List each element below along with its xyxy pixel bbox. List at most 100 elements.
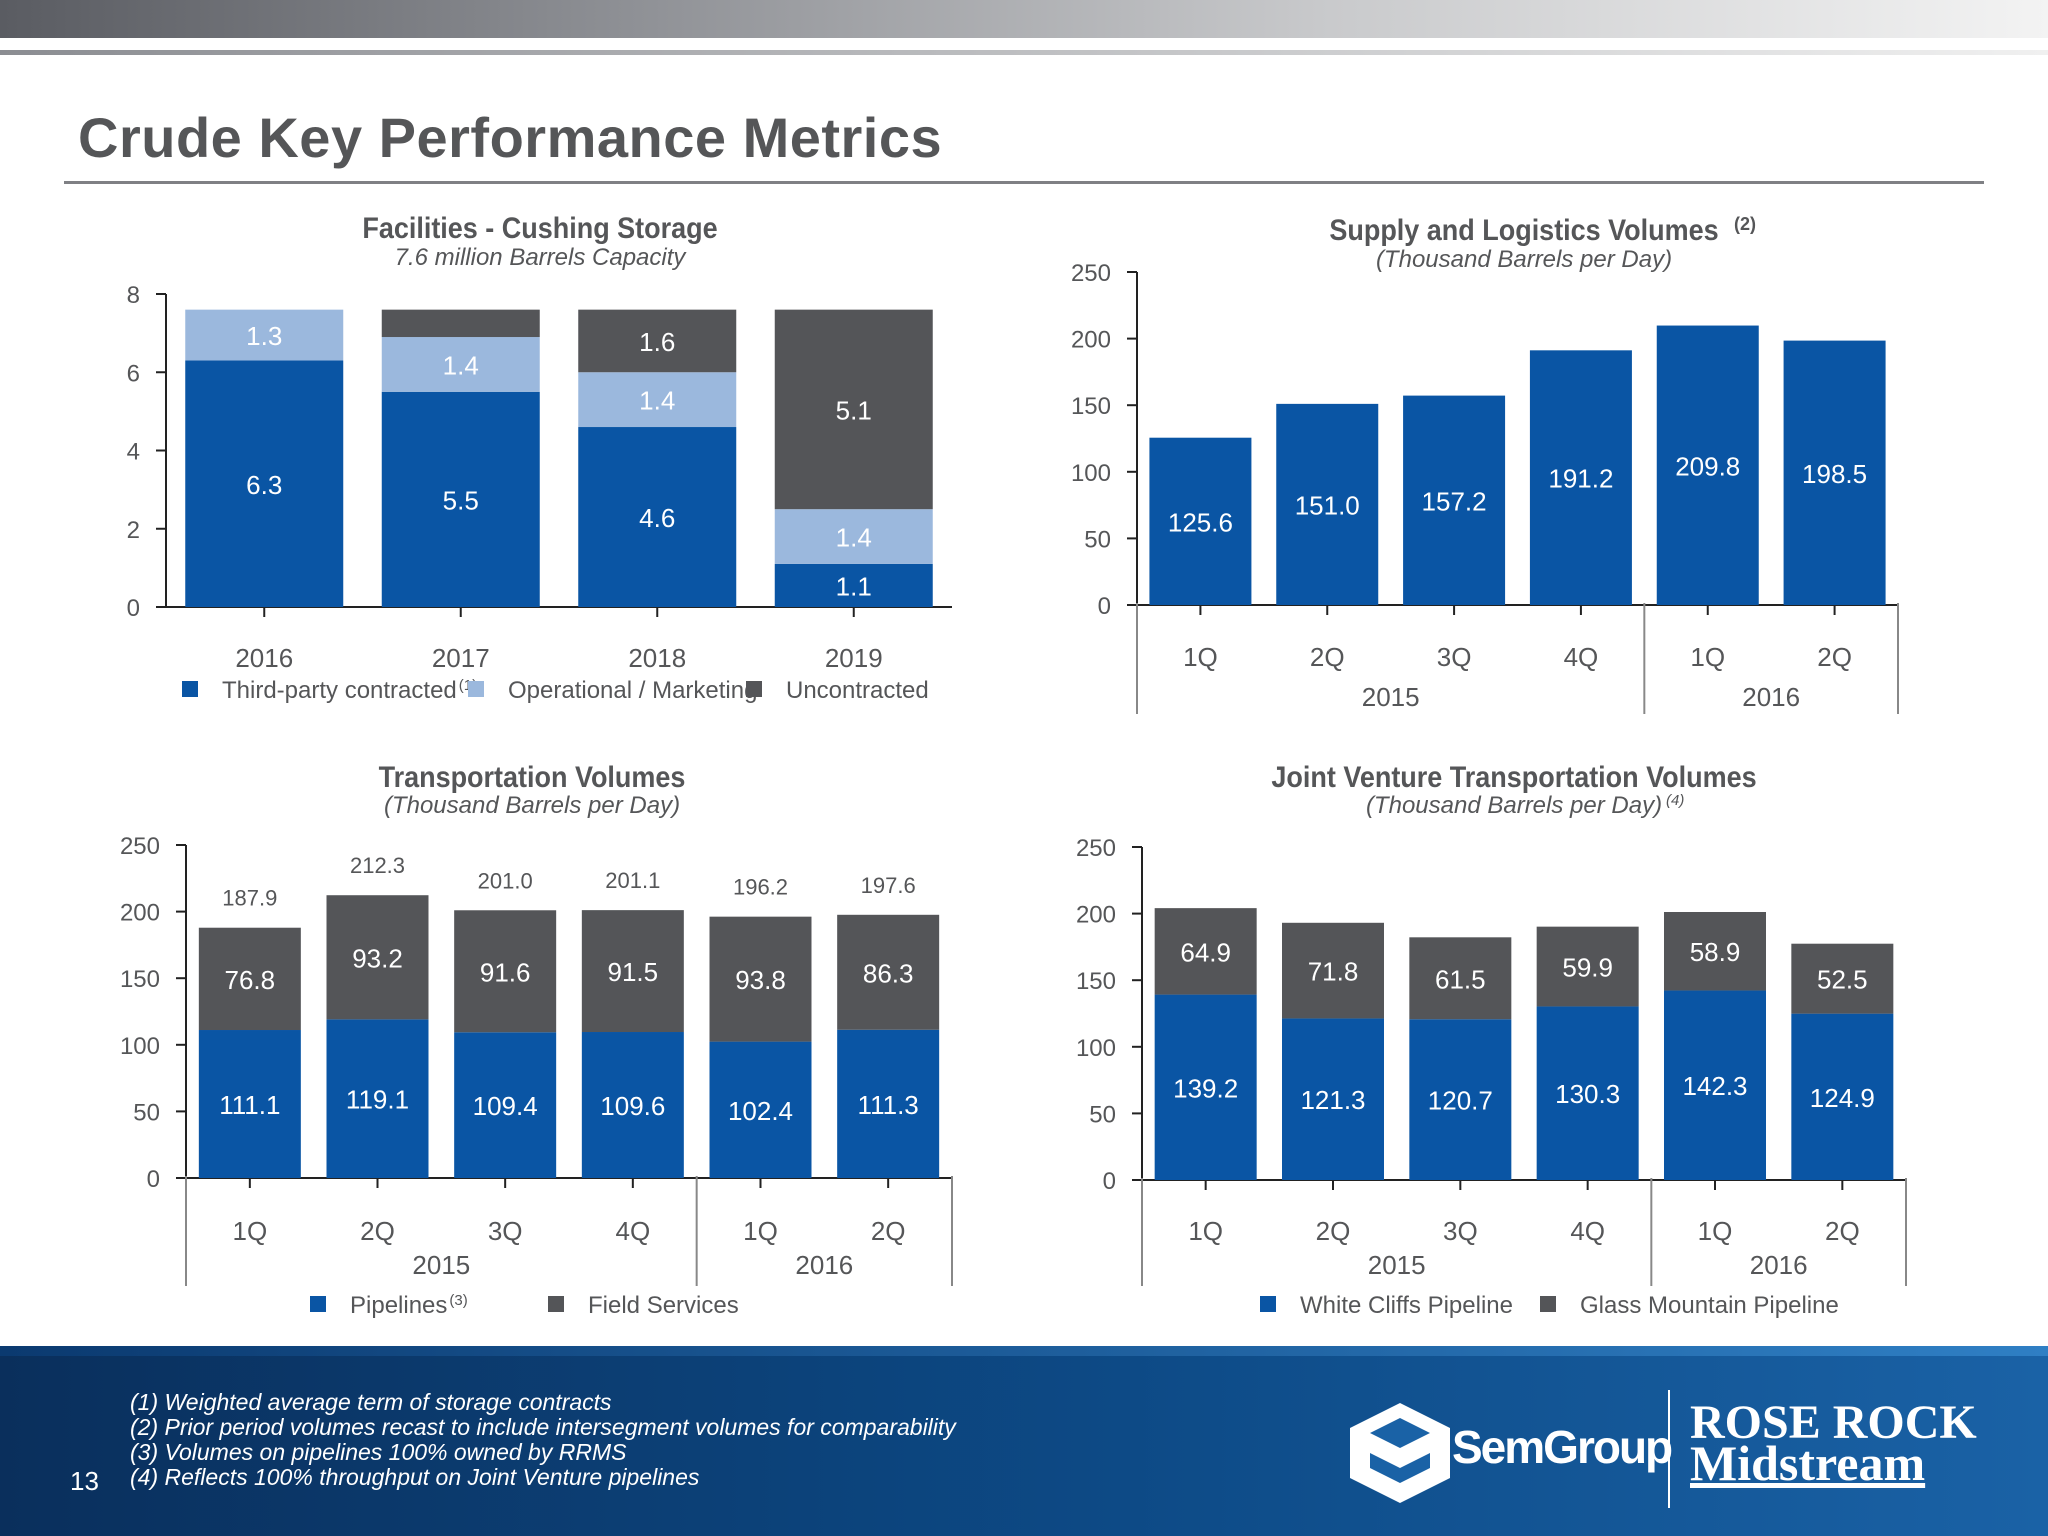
jv-data-label: 58.9 <box>1690 937 1741 967</box>
jv-y-tick-label: 200 <box>1076 902 1116 929</box>
cushing-y-tick-label: 8 <box>127 282 140 309</box>
transport-chart-subtitle: (Thousand Barrels per Day) <box>384 792 680 819</box>
rose-rock-logo-line2: Midstream <box>1690 1435 1926 1491</box>
logo-divider <box>1668 1390 1670 1508</box>
transport-bar-field-services <box>326 895 429 1020</box>
supply-x-tick-label: 2Q <box>1310 642 1345 672</box>
jv-data-label: 121.3 <box>1300 1085 1365 1115</box>
cushing-bar-third-party-contracted <box>185 360 344 607</box>
transport-data-label: 109.6 <box>600 1091 665 1121</box>
transport-x-tick-label: 4Q <box>615 1216 650 1246</box>
transport-data-label: 93.2 <box>352 943 403 973</box>
cushing-chart-subtitle: 7.6 million Barrels Capacity <box>395 244 688 271</box>
cushing-x-tick-label: 2017 <box>432 643 490 673</box>
transport-data-label: 91.6 <box>480 957 531 987</box>
cushing-y-tick-label: 0 <box>127 595 140 622</box>
transport-bar-pipelines <box>198 1030 301 1178</box>
supply-group-label: 2016 <box>1742 682 1800 712</box>
footnote-2: (2) Prior period volumes recast to inclu… <box>130 1414 956 1440</box>
transport-bar-field-services <box>454 910 557 1033</box>
jv-y-tick-label: 50 <box>1089 1101 1116 1128</box>
jv-y-tick-label: 150 <box>1076 968 1116 995</box>
jv-bar-white-cliffs-pipeline <box>1282 1018 1384 1180</box>
jv-bar-glass-mountain-pipeline <box>1791 943 1894 1014</box>
jv-bar-white-cliffs-pipeline <box>1791 1013 1894 1180</box>
jv-subtitle-footnote-ref: (4) <box>1666 792 1684 809</box>
cushing-legend-swatch <box>182 681 198 697</box>
transport-total-label: 201.1 <box>605 868 660 893</box>
cushing-legend-label: Uncontracted <box>786 677 929 704</box>
jv-group-label: 2016 <box>1750 1250 1808 1280</box>
jv-bar-white-cliffs-pipeline <box>1154 994 1257 1180</box>
supply-x-tick-label: 4Q <box>1564 642 1599 672</box>
transport-data-label: 76.8 <box>225 965 276 995</box>
jv-y-tick-label: 250 <box>1076 835 1116 862</box>
jv-data-label: 120.7 <box>1428 1086 1493 1116</box>
jv-data-label: 142.3 <box>1682 1071 1747 1101</box>
cushing-bar-third-party-contracted <box>774 563 933 607</box>
jv-data-label: 52.5 <box>1817 965 1868 995</box>
cushing-legend-swatch <box>468 681 484 697</box>
supply-y-tick-label: 50 <box>1084 526 1111 553</box>
supply-data-label: 209.8 <box>1675 451 1740 481</box>
transport-x-tick-label: 2Q <box>360 1216 395 1246</box>
cushing-x-tick-label: 2018 <box>628 643 686 673</box>
footnote-3: (3) Volumes on pipelines 100% owned by R… <box>130 1439 627 1465</box>
jv-legend-swatch <box>1260 1296 1276 1312</box>
jv-x-tick-label: 2Q <box>1316 1216 1351 1246</box>
supply-bar-volumes <box>1403 395 1506 605</box>
jv-data-label: 61.5 <box>1435 964 1486 994</box>
transport-bar-pipelines <box>837 1029 940 1178</box>
cushing-y-tick-label: 4 <box>127 439 140 466</box>
transport-data-label: 111.1 <box>219 1090 280 1120</box>
transport-legend-label: Field Services <box>588 1292 739 1319</box>
cushing-legend-label: Operational / Marketing <box>508 677 757 704</box>
cushing-x-tick-label: 2019 <box>825 643 883 673</box>
transport-bar-field-services <box>581 910 684 1033</box>
page-number: 13 <box>70 1466 99 1496</box>
transport-data-label: 111.3 <box>858 1090 919 1120</box>
transport-data-label: 102.4 <box>728 1096 793 1126</box>
supply-y-tick-label: 200 <box>1071 327 1111 354</box>
supply-bar-volumes <box>1783 340 1886 605</box>
cushing-bar-operational-marketing <box>381 337 540 392</box>
cushing-chart-title: Facilities - Cushing Storage <box>362 212 717 246</box>
transport-bar-field-services <box>837 914 940 1030</box>
jv-data-label: 124.9 <box>1810 1083 1875 1113</box>
cushing-bar-uncontracted <box>381 309 540 338</box>
transport-total-label: 197.6 <box>861 873 916 898</box>
jv-legend-label: Glass Mountain Pipeline <box>1580 1292 1839 1319</box>
cushing-bar-operational-marketing <box>185 309 344 361</box>
supply-bar-volumes <box>1149 437 1252 605</box>
jv-x-tick-label: 1Q <box>1698 1216 1733 1246</box>
transport-legend-swatch <box>548 1296 564 1312</box>
transport-y-tick-label: 200 <box>120 900 160 927</box>
cushing-data-label: 5.1 <box>836 395 872 425</box>
transport-bar-field-services <box>709 916 812 1042</box>
cushing-data-label: 1.1 <box>836 571 872 601</box>
supply-chart-subtitle: (Thousand Barrels per Day) <box>1376 246 1672 273</box>
jv-bar-white-cliffs-pipeline <box>1536 1006 1639 1180</box>
transport-group-label: 2015 <box>412 1250 470 1280</box>
jv-bar-glass-mountain-pipeline <box>1409 937 1512 1020</box>
transport-x-tick-label: 3Q <box>488 1216 523 1246</box>
supply-data-label: 191.2 <box>1548 464 1613 494</box>
supply-bar-volumes <box>1529 350 1632 605</box>
cushing-bar-operational-marketing <box>578 372 737 428</box>
jv-bar-glass-mountain-pipeline <box>1664 912 1766 991</box>
jv-chart-subtitle: (Thousand Barrels per Day) <box>1366 792 1662 819</box>
cushing-legend-label: Third-party contracted <box>222 677 457 704</box>
semgroup-logo-text: SemGroup <box>1452 1421 1673 1473</box>
transport-x-tick-label: 1Q <box>743 1216 778 1246</box>
footer-band <box>0 1346 2048 1536</box>
supply-y-tick-label: 250 <box>1071 260 1111 287</box>
transport-chart-title: Transportation Volumes <box>379 761 686 795</box>
cushing-data-label: 5.5 <box>443 485 479 515</box>
supply-data-label: 198.5 <box>1802 459 1867 489</box>
cushing-data-label: 4.6 <box>639 503 675 533</box>
supply-x-tick-label: 2Q <box>1817 642 1852 672</box>
jv-data-label: 130.3 <box>1555 1079 1620 1109</box>
transport-y-tick-label: 100 <box>120 1033 160 1060</box>
transport-data-label: 93.8 <box>735 965 786 995</box>
jv-data-label: 139.2 <box>1173 1073 1238 1103</box>
